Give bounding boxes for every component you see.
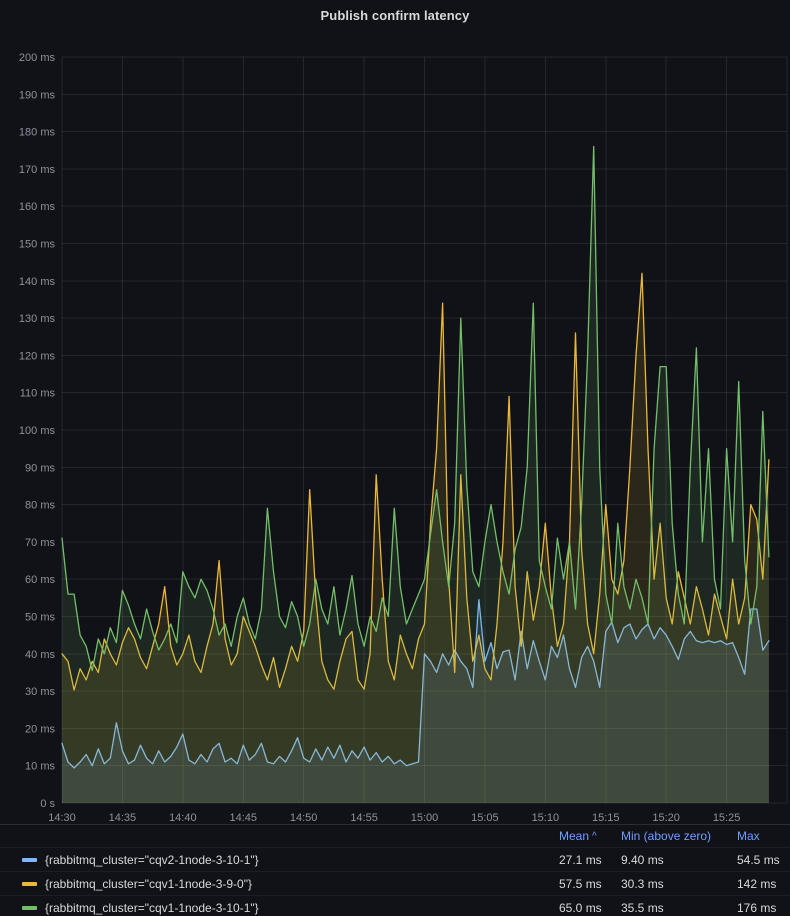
series-line-2 (61, 145, 770, 672)
series-mean-value: 65.0 ms (559, 900, 602, 915)
x-tick-label: 15:20 (652, 812, 680, 824)
y-tick-label: 170 ms (19, 164, 56, 176)
y-tick-label: 20 ms (25, 723, 55, 735)
y-tick-label: 180 ms (19, 127, 56, 139)
x-tick-label: 15:25 (713, 812, 741, 824)
y-tick-label: 60 ms (25, 574, 55, 586)
series-min-value: 35.5 ms (621, 900, 664, 915)
series-color-swatch[interactable] (22, 881, 37, 886)
legend-table: Mean ^ Min (above zero) Max {rabbitmq_clu… (0, 824, 790, 916)
legend-column-max[interactable]: Max (737, 829, 760, 843)
series-mean-value: 57.5 ms (559, 876, 602, 891)
x-tick-label: 14:55 (350, 812, 378, 824)
series-max-value: 176 ms (737, 900, 777, 915)
series-color-swatch[interactable] (22, 905, 37, 910)
legend-header-row: Mean ^ Min (above zero) Max (0, 825, 790, 847)
y-tick-label: 160 ms (19, 201, 56, 213)
x-tick-label: 15:00 (411, 812, 439, 824)
y-tick-label: 100 ms (19, 425, 56, 437)
series-area-1 (62, 273, 769, 803)
y-tick-label: 0 s (40, 798, 55, 810)
x-tick-label: 14:35 (109, 812, 137, 824)
y-tick-label: 200 ms (19, 52, 56, 64)
series-line-0 (61, 599, 770, 769)
panel-title[interactable]: Publish confirm latency (320, 8, 470, 23)
y-tick-label: 80 ms (25, 500, 55, 512)
series-color-swatch[interactable] (22, 857, 37, 862)
series-mean-value: 27.1 ms (559, 852, 602, 867)
series-line-1 (61, 272, 770, 691)
x-tick-label: 14:40 (169, 812, 197, 824)
sort-ascending-icon: ^ (592, 831, 597, 842)
y-tick-label: 110 ms (20, 388, 56, 400)
y-tick-label: 140 ms (19, 276, 56, 288)
series-max-value: 54.5 ms (737, 852, 780, 867)
y-tick-label: 150 ms (19, 239, 56, 251)
legend-row-cqv1-1node-3-9-0: {rabbitmq_cluster="cqv1-1node-3-9-0"} 57… (0, 871, 790, 895)
legend-row-cqv1-1node-3-10-1: {rabbitmq_cluster="cqv1-1node-3-10-1"} 6… (0, 895, 790, 916)
series-min-value: 9.40 ms (621, 852, 664, 867)
legend-row-cqv2-1node-3-10-1: {rabbitmq_cluster="cqv2-1node-3-10-1"} 2… (0, 847, 790, 871)
legend-column-mean[interactable]: Mean ^ (559, 829, 597, 843)
y-tick-label: 40 ms (25, 649, 55, 661)
y-tick-label: 120 ms (19, 350, 56, 362)
series-max-value: 142 ms (737, 876, 777, 891)
timeseries-plot-area[interactable]: 0 s 10 ms 20 ms 30 ms 40 ms 50 ms 60 ms 70 ms 80… (0, 0, 790, 824)
x-tick-label: 15:05 (471, 812, 499, 824)
y-tick-label: 70 ms (25, 537, 55, 549)
series-label[interactable]: {rabbitmq_cluster="cqv1-1node-3-10-1"} (45, 900, 259, 915)
x-tick-label: 15:15 (592, 812, 620, 824)
series-area-2 (62, 146, 769, 803)
y-tick-label: 30 ms (25, 686, 55, 698)
x-tick-label: 14:45 (229, 812, 257, 824)
legend-column-min[interactable]: Min (above zero) (621, 829, 712, 843)
y-tick-label: 10 ms (25, 761, 55, 773)
x-tick-label: 15:10 (532, 812, 560, 824)
y-tick-label: 90 ms (25, 462, 55, 474)
series-area-0 (62, 599, 769, 803)
y-tick-label: 130 ms (19, 313, 56, 325)
y-tick-label: 50 ms (25, 612, 55, 624)
series-label[interactable]: {rabbitmq_cluster="cqv2-1node-3-10-1"} (45, 852, 259, 867)
y-tick-label: 190 ms (19, 89, 56, 101)
x-tick-label: 14:30 (48, 812, 76, 824)
series-min-value: 30.3 ms (621, 876, 664, 891)
series-label[interactable]: {rabbitmq_cluster="cqv1-1node-3-9-0"} (45, 876, 252, 891)
x-tick-label: 14:50 (290, 812, 318, 824)
